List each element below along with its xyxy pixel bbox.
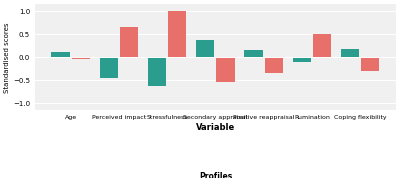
- Bar: [313, 34, 331, 57]
- Bar: [51, 52, 70, 57]
- Bar: [361, 57, 380, 71]
- Bar: [244, 50, 263, 57]
- Bar: [196, 40, 214, 57]
- Bar: [100, 57, 118, 78]
- Legend: Low stress group (N = 238), High stress group (N = 154): Low stress group (N = 238), High stress …: [103, 169, 328, 178]
- Bar: [264, 57, 283, 73]
- Bar: [341, 49, 359, 57]
- Bar: [72, 57, 90, 59]
- X-axis label: Variable: Variable: [196, 123, 235, 132]
- Bar: [292, 57, 311, 62]
- Bar: [120, 27, 138, 57]
- Bar: [168, 11, 186, 57]
- Bar: [216, 57, 235, 82]
- Bar: [148, 57, 166, 86]
- Y-axis label: Standardised scores: Standardised scores: [4, 22, 10, 93]
